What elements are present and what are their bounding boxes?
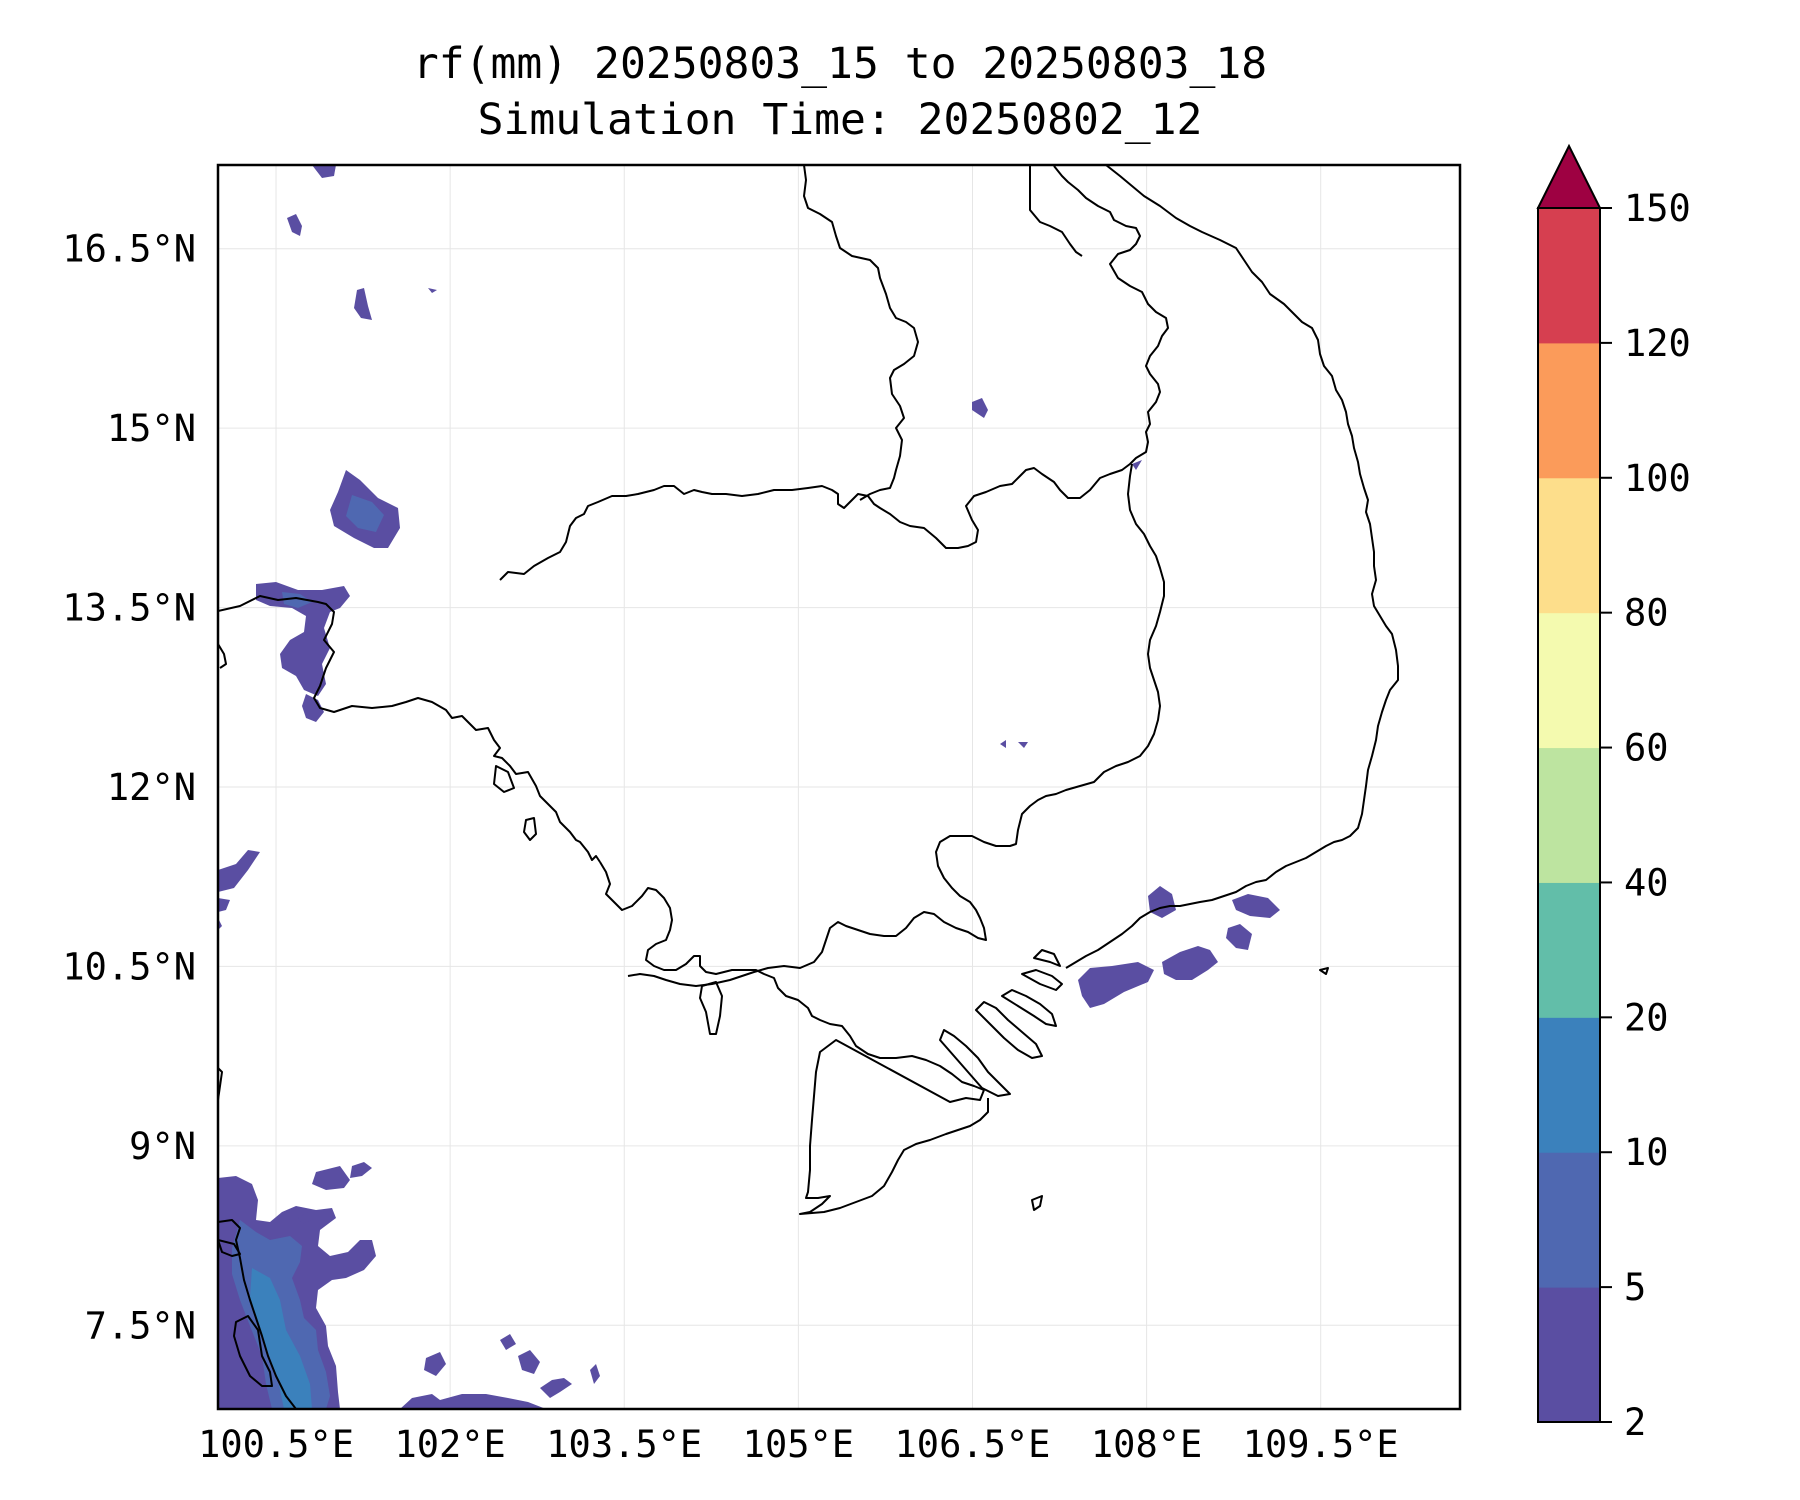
island: [1031, 1195, 1043, 1211]
rainfall-shading: [218, 165, 1280, 1409]
colorbar-bin: [1538, 882, 1600, 1018]
rain-patch: [312, 1166, 350, 1190]
rain-patch: [500, 1334, 516, 1350]
coastline-delta-islands: [1001, 989, 1057, 1027]
island: [218, 1067, 223, 1101]
map-gridlines: [218, 165, 1460, 1409]
colorbar-tick-label: 5: [1624, 1266, 1646, 1309]
rain-patch: [972, 398, 988, 418]
border-cambodia-vietnam-south: [627, 463, 1165, 987]
colorbar: 2 5 10 20 40 60 80 100 120 150: [1536, 143, 1691, 1444]
rain-patch: [298, 1212, 312, 1224]
coastline-mekong-delta: [799, 1039, 989, 1215]
rain-patch: [428, 288, 437, 293]
x-tick-label: 105°E: [743, 1423, 854, 1466]
x-tick-label: 100.5°E: [198, 1423, 354, 1466]
coastline-delta-islands: [1021, 969, 1063, 991]
island: [699, 981, 723, 1035]
rain-patch: [424, 1352, 446, 1376]
rain-patch: [1162, 946, 1218, 980]
y-tick-label: 13.5°N: [62, 587, 196, 630]
rain-patch: [282, 592, 312, 608]
coastline-malay-peninsula: [218, 1239, 241, 1257]
y-tick-label: 16.5°N: [62, 228, 196, 271]
title-line-1: rf(mm) 20250803_15 to 20250803_18: [413, 39, 1267, 89]
colorbar-tick-label: 100: [1624, 457, 1691, 500]
x-tick-label: 108°E: [1091, 1423, 1202, 1466]
island: [493, 765, 515, 793]
colorbar-tick-label: 80: [1624, 592, 1669, 635]
coastline-malay-peninsula: [233, 1315, 273, 1387]
colorbar-tick-label: 10: [1624, 1131, 1669, 1174]
colorbar-bin: [1538, 342, 1600, 479]
rain-patch: [250, 1268, 312, 1409]
coastline-gulf-north: [218, 595, 601, 863]
rain-patch: [1018, 742, 1028, 748]
colorbar-bin: [1538, 477, 1600, 614]
title-line-2: Simulation Time: 20250802_12: [478, 95, 1203, 145]
island: [1319, 967, 1329, 975]
colorbar-bin: [1538, 612, 1600, 749]
y-tick-label: 9°N: [129, 1125, 196, 1168]
y-tick-label: 15°N: [107, 407, 196, 450]
rain-patch: [1078, 962, 1154, 1008]
border-thailand-laos: [803, 165, 919, 501]
colorbar-tick-label: 2: [1624, 1401, 1646, 1444]
coastline-vietnam: [1065, 165, 1399, 969]
coastline-delta-islands: [975, 1001, 1043, 1059]
map-frame: [216, 163, 1462, 1411]
coastline-delta-islands: [1033, 949, 1061, 967]
colorbar-tick-label: 60: [1624, 727, 1669, 770]
colorbar-bin: [1538, 747, 1600, 883]
map-panel: 100.5°E 102°E 103.5°E 105°E 106.5°E 108°E 109.…: [62, 163, 1462, 1466]
x-tick-label: 109.5°E: [1243, 1423, 1399, 1466]
coastline-delta-islands: [939, 1029, 1011, 1097]
x-tick-label: 103.5°E: [546, 1423, 702, 1466]
rain-patch: [1232, 894, 1280, 918]
rain-patch: [354, 288, 372, 320]
colorbar-bin: [1538, 1152, 1600, 1288]
rain-patch: [256, 582, 350, 696]
rain-patch: [287, 214, 302, 236]
border-cambodia-north: [499, 165, 1169, 581]
island: [523, 817, 537, 841]
colorbar-tick-label: 150: [1624, 187, 1691, 230]
rain-patch: [1226, 924, 1252, 950]
rain-patch: [518, 1350, 540, 1374]
rain-patch: [350, 1162, 372, 1178]
rain-patch: [540, 1378, 572, 1398]
rain-patch: [218, 898, 230, 912]
rain-patch: [1000, 740, 1006, 748]
latitude-axis: 16.5°N 15°N 13.5°N 12°N 10.5°N 9°N 7.5°N: [62, 228, 196, 1348]
y-tick-label: 10.5°N: [62, 945, 196, 988]
colorbar-bin: [1538, 1287, 1600, 1423]
rain-patch: [218, 850, 260, 892]
rain-patch: [302, 694, 324, 722]
colorbar-frame: [1537, 207, 1601, 1423]
coastline-west-edge: [218, 643, 227, 669]
colorbar-tick-label: 40: [1624, 861, 1669, 904]
coastline-malay-peninsula: [218, 1219, 297, 1409]
y-tick-label: 7.5°N: [85, 1304, 196, 1347]
colorbar-tick-label: 120: [1624, 322, 1691, 365]
coastlines-and-borders: [218, 165, 1399, 1409]
rain-patch: [590, 1364, 600, 1384]
x-tick-label: 106.5°E: [895, 1423, 1051, 1466]
rain-patch: [312, 165, 336, 178]
rain-patch: [346, 495, 384, 532]
rain-patch: [400, 1394, 546, 1409]
longitude-axis: 100.5°E 102°E 103.5°E 105°E 106.5°E 108°E 109.…: [198, 1423, 1399, 1466]
rain-patch: [1132, 460, 1142, 470]
x-tick-label: 102°E: [394, 1423, 505, 1466]
y-tick-label: 12°N: [107, 766, 196, 809]
coastline-cambodia-south: [599, 861, 985, 1091]
colorbar-bin: [1538, 208, 1600, 344]
colorbar-tick-label: 20: [1624, 996, 1669, 1039]
colorbar-bin: [1538, 1017, 1600, 1153]
border-laos-cambodia: [1029, 165, 1083, 257]
